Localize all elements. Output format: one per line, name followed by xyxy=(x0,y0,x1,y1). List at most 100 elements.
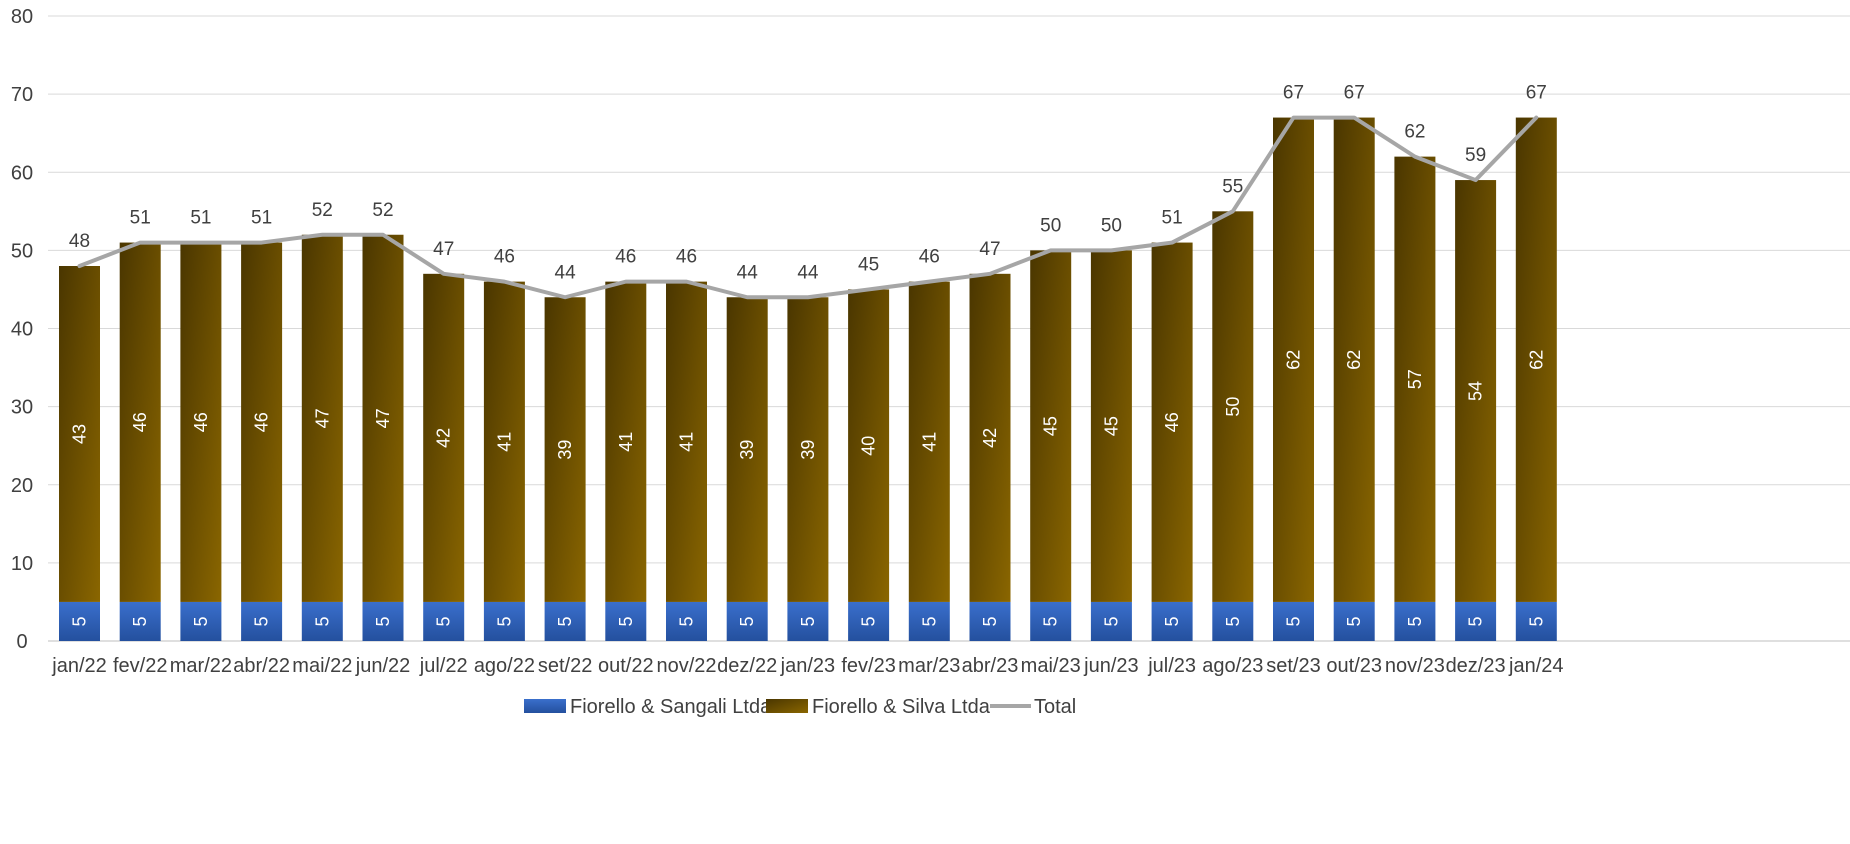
data-label-total: 44 xyxy=(555,262,577,283)
bar-fiorello-sangali xyxy=(180,601,222,641)
bar-fiorello-silva xyxy=(362,234,404,602)
legend-label-sangali: Fiorello & Sangali Ltda xyxy=(570,696,772,718)
data-label-sangali: 5 xyxy=(373,616,393,626)
x-tick-label: mai/22 xyxy=(292,655,352,677)
data-label-sangali: 5 xyxy=(980,616,1000,626)
data-label-sangali: 5 xyxy=(1223,616,1243,626)
data-label-sangali: 5 xyxy=(1162,616,1182,626)
data-label-total: 45 xyxy=(858,254,879,275)
data-label-silva: 62 xyxy=(1526,350,1546,370)
bar-fiorello-sangali xyxy=(1212,601,1254,641)
y-tick-label: 20 xyxy=(11,475,33,497)
bar-fiorello-silva xyxy=(1273,117,1314,602)
bar-fiorello-sangali xyxy=(605,601,647,641)
bars xyxy=(59,117,1557,641)
bar-fiorello-silva xyxy=(1212,211,1254,602)
data-label-total: 67 xyxy=(1283,83,1304,104)
bar-fiorello-silva xyxy=(1333,117,1375,602)
data-label-silva: 42 xyxy=(980,428,1000,448)
data-label-sangali: 5 xyxy=(677,616,697,626)
legend: Fiorello & Sangali Ltda Fiorello & Silva … xyxy=(524,696,1076,718)
data-label-total: 51 xyxy=(190,208,211,229)
bar-fiorello-silva xyxy=(969,273,1011,602)
data-label-silva: 41 xyxy=(616,432,636,452)
data-label-silva: 46 xyxy=(191,412,211,432)
data-label-silva: 47 xyxy=(373,408,393,428)
x-tick-label: jul/23 xyxy=(1147,655,1196,677)
bar-fiorello-sangali xyxy=(119,601,161,641)
data-label-silva: 46 xyxy=(1162,412,1182,432)
data-label-sangali: 5 xyxy=(494,616,514,626)
data-label-total: 51 xyxy=(251,208,272,229)
data-label-total: 50 xyxy=(1101,215,1122,236)
data-label-total: 46 xyxy=(615,247,636,268)
data-label-sangali: 5 xyxy=(252,616,272,626)
bar-fiorello-sangali xyxy=(483,601,525,641)
data-label-total: 48 xyxy=(69,231,90,252)
data-label-silva: 50 xyxy=(1223,397,1243,417)
bar-fiorello-silva xyxy=(1515,117,1557,602)
bar-fiorello-sangali xyxy=(908,601,950,641)
bar-fiorello-sangali xyxy=(301,601,343,641)
y-tick-label: 50 xyxy=(11,240,33,262)
data-label-total: 44 xyxy=(737,262,759,283)
data-labels: 5 43 5 46 5 46 5 46 5 47 5 47 5 42 5 41 5 39 5 41 5 41 5 39 5 39 5… xyxy=(69,83,1547,627)
data-label-total: 52 xyxy=(312,200,333,221)
bar-fiorello-sangali xyxy=(666,601,707,641)
bar-fiorello-silva xyxy=(666,281,707,602)
y-axis-ticks: 0 10 20 30 40 50 60 70 80 xyxy=(11,6,33,653)
data-label-total: 50 xyxy=(1040,215,1061,236)
bar-fiorello-silva xyxy=(423,273,465,602)
y-tick-label: 10 xyxy=(11,553,33,575)
bar-fiorello-sangali xyxy=(787,601,829,641)
data-label-silva: 54 xyxy=(1466,381,1486,401)
x-tick-label: nov/23 xyxy=(1385,655,1445,677)
data-label-total: 51 xyxy=(1162,208,1183,229)
x-tick-label: mar/23 xyxy=(898,655,960,677)
y-tick-label: 80 xyxy=(11,6,33,28)
data-label-sangali: 5 xyxy=(919,616,939,626)
x-tick-label: jan/22 xyxy=(51,655,107,677)
bar-fiorello-silva xyxy=(544,297,586,602)
data-label-total: 46 xyxy=(676,247,697,268)
data-label-silva: 45 xyxy=(1101,416,1121,436)
legend-label-total: Total xyxy=(1034,696,1076,718)
bar-fiorello-sangali xyxy=(969,601,1011,641)
bar-fiorello-sangali xyxy=(362,601,404,641)
data-label-total: 46 xyxy=(919,247,940,268)
data-label-silva: 42 xyxy=(434,428,454,448)
bar-fiorello-sangali xyxy=(544,601,586,641)
data-label-sangali: 5 xyxy=(1344,616,1364,626)
bar-fiorello-sangali xyxy=(1090,601,1132,641)
x-tick-label: out/22 xyxy=(598,655,654,677)
data-label-total: 52 xyxy=(372,200,393,221)
x-tick-label: jan/24 xyxy=(1508,655,1564,677)
bar-fiorello-silva xyxy=(241,242,283,602)
bar-fiorello-sangali xyxy=(1333,601,1375,641)
bar-fiorello-silva xyxy=(908,281,950,602)
x-axis-ticks: jan/22 fev/22 mar/22 abr/22 mai/22 jun/22 jul/… xyxy=(51,655,1563,677)
x-tick-label: nov/22 xyxy=(656,655,716,677)
data-label-sangali: 5 xyxy=(70,616,90,626)
data-label-sangali: 5 xyxy=(1041,616,1061,626)
data-label-sangali: 5 xyxy=(798,616,818,626)
y-tick-label: 60 xyxy=(11,162,33,184)
data-label-total: 47 xyxy=(979,239,1000,260)
x-tick-label: jun/22 xyxy=(355,655,411,677)
data-label-total: 44 xyxy=(797,262,819,283)
bar-fiorello-sangali xyxy=(241,601,283,641)
y-tick-label: 0 xyxy=(16,631,27,653)
data-label-total: 55 xyxy=(1222,176,1243,197)
data-label-sangali: 5 xyxy=(1466,616,1486,626)
x-tick-label: dez/23 xyxy=(1446,655,1506,677)
data-label-silva: 46 xyxy=(252,412,272,432)
data-label-sangali: 5 xyxy=(130,616,150,626)
x-tick-label: abr/22 xyxy=(233,655,290,677)
bar-fiorello-silva xyxy=(787,297,829,602)
data-label-sangali: 5 xyxy=(312,616,332,626)
bar-fiorello-silva xyxy=(726,297,768,602)
y-tick-label: 70 xyxy=(11,84,33,106)
legend-label-silva: Fiorello & Silva Ltda xyxy=(812,696,991,718)
data-label-sangali: 5 xyxy=(191,616,211,626)
data-label-silva: 62 xyxy=(1284,350,1304,370)
